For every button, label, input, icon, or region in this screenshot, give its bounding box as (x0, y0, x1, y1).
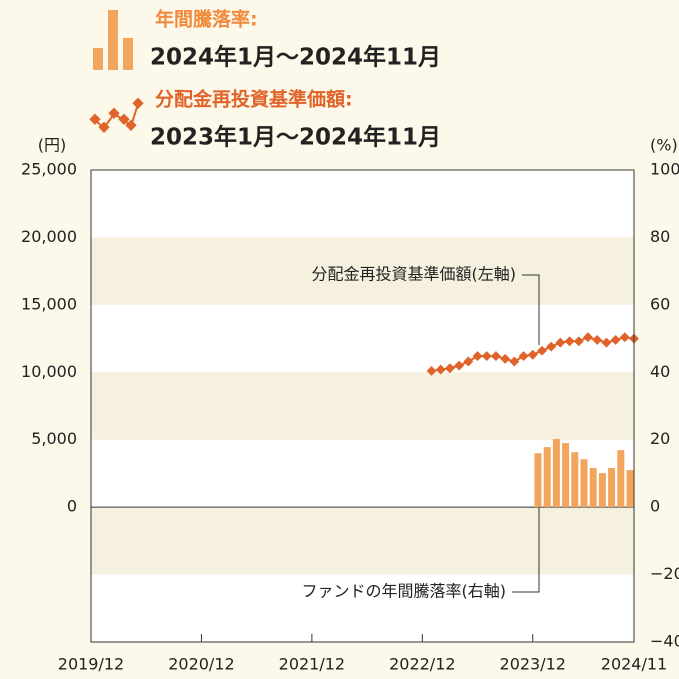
line-marker (518, 351, 529, 362)
line-marker (509, 356, 520, 367)
legend-period: 2024年1月〜2024年11月 (150, 44, 441, 71)
line-marker (444, 363, 455, 374)
bar (617, 450, 625, 508)
line-marker (490, 351, 501, 362)
legend-period: 2023年1月〜2024年11月 (150, 124, 441, 151)
line-marker (546, 341, 557, 352)
line-marker (472, 351, 483, 362)
plot-frame (90, 169, 635, 643)
line-marker (619, 332, 630, 343)
line-marker (500, 353, 511, 364)
x-tick-label: 2021/12 (279, 655, 345, 674)
y2-tick-label: 20 (650, 429, 670, 448)
y-tick-label: 15,000 (21, 294, 77, 313)
y2-tick-label: 40 (650, 362, 670, 381)
line-marker (583, 332, 593, 343)
y-tick-label: 5,000 (31, 429, 77, 448)
line-marker (555, 337, 566, 348)
line-marker (454, 360, 465, 371)
y-tick-label: 10,000 (21, 362, 77, 381)
x-tick-label: 2023/12 (500, 655, 566, 674)
bar (534, 453, 542, 508)
line-marker (527, 349, 538, 360)
line-marker (435, 364, 446, 375)
annotation: 分配金再投資基準価額(左軸) (312, 265, 517, 284)
y2-tick-label: −20 (650, 564, 679, 583)
y2-tick-label: 0 (650, 497, 660, 516)
line-marker (601, 337, 612, 348)
bar (608, 468, 616, 508)
grid-band (91, 507, 634, 575)
callout-leader (512, 507, 540, 593)
bar (589, 468, 597, 508)
legend-title: 年間騰落率: (155, 8, 258, 31)
grid-band (91, 237, 634, 305)
y2-tick-label: 80 (650, 227, 670, 246)
bar (598, 473, 606, 508)
y-tick-label: 25,000 (21, 160, 77, 179)
annotation: ファンドの年間騰落率(右軸) (302, 582, 507, 601)
callout-leader (522, 274, 540, 345)
line-marker (564, 336, 575, 347)
y-tick-label: 0 (67, 497, 77, 516)
bar (571, 452, 579, 508)
grid-band (91, 372, 634, 440)
line-marker (481, 351, 492, 362)
x-tick-label: 2019/12 (58, 655, 124, 674)
y2-tick-label: −40 (650, 632, 679, 651)
line-marker (463, 356, 474, 367)
x-tick-label: 2022/12 (389, 655, 455, 674)
bar (580, 459, 588, 508)
legend-line-icon (89, 97, 144, 133)
line-marker (426, 365, 437, 376)
x-tick-label: 2020/12 (168, 655, 234, 674)
y2-axis-label: (%) (650, 136, 678, 155)
bar (543, 447, 551, 508)
y-axis-label: (円) (38, 136, 67, 155)
bar (552, 439, 560, 508)
y-tick-label: 20,000 (21, 227, 77, 246)
x-tick-label: 2024/11 (601, 655, 667, 674)
y2-tick-label: 100 (650, 160, 679, 179)
legend-title: 分配金再投資基準価額: (155, 88, 353, 111)
line-marker (537, 345, 547, 356)
y2-tick-label: 60 (650, 294, 670, 313)
bar (626, 470, 634, 508)
line-marker (573, 336, 584, 347)
line-marker (592, 334, 603, 345)
line-marker (610, 334, 621, 345)
legend-bar-icon (93, 10, 133, 70)
bar (562, 443, 570, 508)
